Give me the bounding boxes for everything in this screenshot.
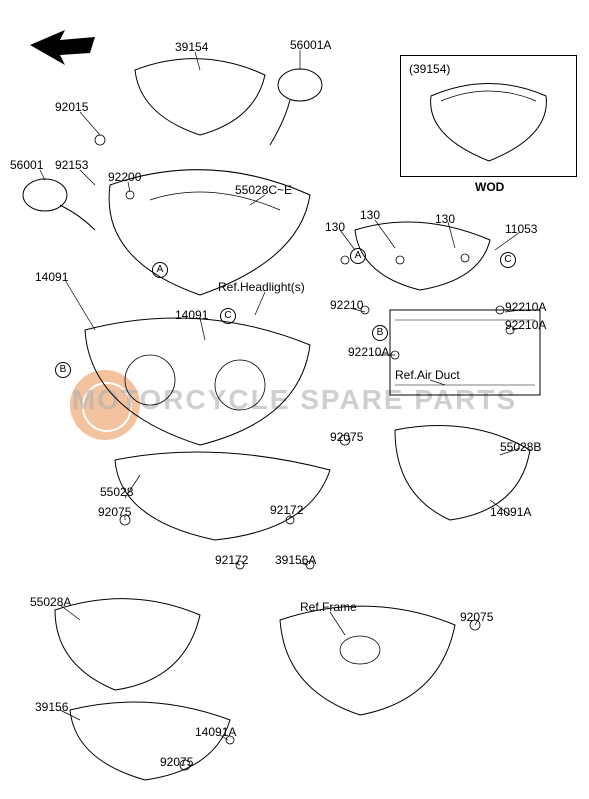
wod-caption: WOD [475,180,504,194]
label-11053: 11053 [505,222,537,236]
label-92200: 92200 [108,170,141,184]
label-92075-3: 92075 [460,610,493,624]
label-14091-1: 14091 [35,270,68,284]
label-130-2: 130 [360,208,380,222]
circle-c-2: C [500,252,516,268]
label-92153: 92153 [55,158,88,172]
circle-b-1: B [55,362,71,378]
label-92075-4: 92075 [160,755,193,769]
ref-frame: Ref.Frame [300,600,357,614]
ref-headlight: Ref.Headlight(s) [218,280,305,294]
wod-box: (39154) [400,55,577,177]
label-92172-1: 92172 [270,503,303,517]
label-39156: 39156 [35,700,68,714]
label-55028: 55028 [100,485,133,499]
label-92210a-2: 92210A [505,318,546,332]
wod-shape [401,56,576,176]
direction-arrow [30,25,100,70]
label-92210a-1: 92210A [505,300,546,314]
label-130-3: 130 [435,212,455,226]
label-55028b: 55028B [500,440,541,454]
label-56001a: 56001A [290,38,331,52]
label-92075-1: 92075 [330,430,363,444]
label-56001: 56001 [10,158,43,172]
label-130-1: 130 [325,220,345,234]
circle-a-2: A [350,248,366,264]
label-92210a-3: 92210A [348,345,389,359]
label-92015: 92015 [55,100,88,114]
watermark-text: MOTORCYCLE SPARE PARTS [72,384,517,416]
circle-b-2: B [372,325,388,341]
label-92210: 92210 [330,298,363,312]
label-92172-2: 92172 [215,553,248,567]
label-55028a: 55028A [30,595,71,609]
ref-air-duct: Ref.Air Duct [395,368,460,382]
label-14091a-1: 14091A [490,505,531,519]
label-14091-2: 14091 [175,308,208,322]
label-39154: 39154 [175,40,208,54]
label-39156a: 39156A [275,553,316,567]
circle-a-1: A [152,262,168,278]
label-55028ce: 55028C~E [235,183,292,197]
label-14091a-2: 14091A [195,725,236,739]
label-92075-2: 92075 [98,505,131,519]
circle-c-1: C [220,308,236,324]
watermark-badge [70,370,140,440]
